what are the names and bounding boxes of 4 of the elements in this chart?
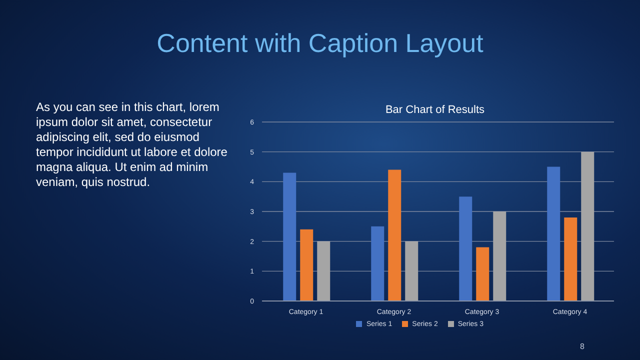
chart-title: Bar Chart of Results [384, 104, 486, 116]
text: Content with Caption Layout [156, 28, 484, 59]
text: As you can see in this chart, lorem ipsum dolor sit amet, consectetur adipiscing elit, sed do eiusmod tempor incididunt ut labore et dolore magna aliqua. Ut enim ad minim veniam, quis nostrud. [36, 100, 228, 190]
text: 8 [580, 342, 584, 351]
